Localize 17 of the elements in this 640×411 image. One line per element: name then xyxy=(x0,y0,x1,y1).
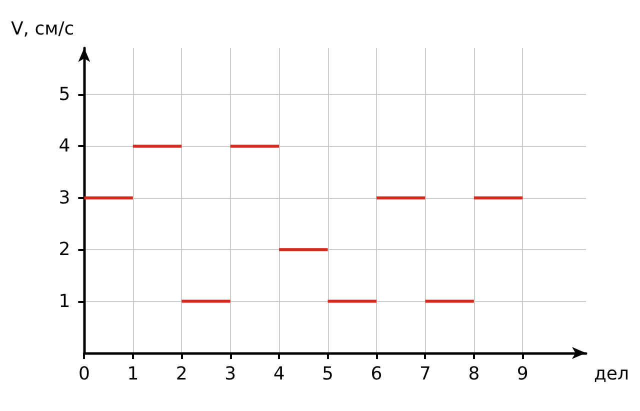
x-tick-label: 9 xyxy=(516,364,528,384)
x-tick-label: 7 xyxy=(419,364,431,384)
y-tick-label: 2 xyxy=(58,239,70,260)
x-tick-label: 8 xyxy=(468,364,480,384)
x-tick-label: 2 xyxy=(176,364,188,384)
y-tick-label: 5 xyxy=(58,84,70,106)
x-tick-label: 5 xyxy=(322,364,334,384)
y-tick-label: 3 xyxy=(58,187,70,208)
y-tick-label: 4 xyxy=(58,136,70,157)
x-tick-label: 1 xyxy=(127,364,139,384)
x-tick-label: 4 xyxy=(273,364,285,384)
x-tick-label: 6 xyxy=(370,364,382,384)
y-axis-title: V, см/с xyxy=(10,18,74,40)
x-tick-label: 0 xyxy=(78,364,90,384)
x-axis-title: дел xyxy=(594,364,630,384)
x-tick-label: 3 xyxy=(224,364,236,384)
y-tick-label: 1 xyxy=(58,290,70,312)
